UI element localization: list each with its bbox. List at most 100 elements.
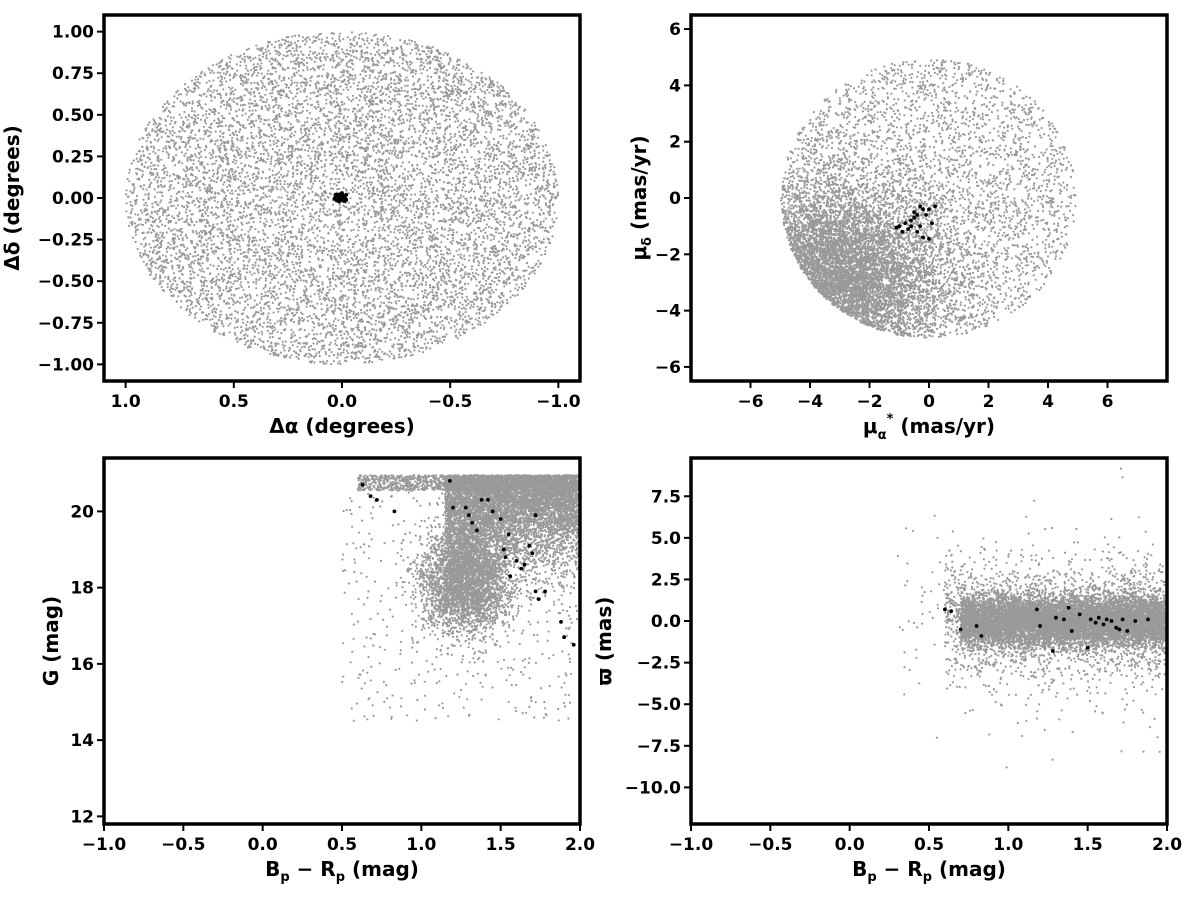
member-star-point	[448, 479, 452, 483]
y-tick-label: −5.0	[637, 695, 682, 715]
member-stars-sky	[332, 191, 349, 204]
member-star-point	[339, 196, 343, 201]
y-tick-label: −7.5	[637, 737, 681, 757]
member-star-point	[979, 634, 984, 638]
y-tick-label: 2.5	[651, 570, 681, 590]
member-star-point	[1077, 612, 1082, 617]
member-star-point	[360, 482, 365, 487]
x-tick-label: 6	[1102, 392, 1114, 412]
y-tick-label: 20	[70, 502, 94, 522]
y-tick-label: −0.25	[38, 231, 94, 251]
member-star-point	[1069, 629, 1074, 633]
member-star-point	[974, 624, 979, 628]
member-star-point	[490, 509, 495, 514]
member-star-point	[470, 520, 474, 525]
x-tick-label: 4	[1042, 392, 1054, 412]
y-tick-label: 0.0	[651, 612, 681, 632]
member-star-point	[333, 192, 338, 197]
y-tick-label: 0.25	[52, 147, 94, 167]
member-stars-cmd	[360, 479, 576, 647]
y-tick-label: 0.75	[52, 64, 94, 84]
member-star-point	[900, 229, 905, 234]
member-star-point	[1117, 627, 1122, 632]
member-star-point	[897, 224, 902, 229]
y-tick-label: 6	[669, 20, 681, 40]
member-star-point	[927, 207, 931, 212]
panel-sky-positions: 1.0 0.5 0.0 −0.5 −1.0 1.00 0.75 0.50 0.25 0.00 −0.…	[0, 13, 582, 438]
panel-proper-motion: −6 −4 −2 0 2 4 6 6 4 2 0 −2 −4 −6 μα* (mas/yr) μδ (ma…	[627, 13, 1169, 443]
member-star-point	[467, 513, 471, 518]
member-star-point	[933, 204, 937, 209]
y-tick-label: 16	[70, 655, 94, 675]
x-tick-label: 2.0	[1152, 835, 1182, 855]
y-axis-title-pm: μδ (mas/yr)	[627, 135, 655, 260]
ticks-sky: 1.0 0.5 0.0 −0.5 −1.0 1.00 0.75 0.50 0.25 0.00 −0.…	[38, 23, 581, 412]
y-tick-label: −2.5	[637, 654, 681, 674]
y-tick-label: −0.50	[38, 272, 94, 292]
y-tick-label: −10.0	[625, 778, 681, 798]
y-axis-title-parallax: ϖ (mas)	[592, 597, 616, 686]
member-star-point	[519, 566, 524, 571]
y-tick-label: −1.00	[38, 355, 94, 375]
member-star-point	[508, 574, 513, 579]
member-star-point	[506, 532, 511, 537]
member-star-point	[909, 224, 913, 229]
member-star-point	[1066, 605, 1071, 610]
member-star-point	[1146, 617, 1150, 622]
member-star-point	[1133, 619, 1138, 623]
member-star-point	[344, 192, 349, 197]
panel-parallax: −1.0 −0.5 0.0 0.5 1.0 1.5 2.0 7.5 5.0 2.5 0.0 −2.5 −…	[592, 456, 1182, 885]
y-tick-label: −6	[655, 358, 681, 378]
x-tick-label: 0.0	[835, 835, 865, 855]
member-star-point	[1062, 617, 1066, 622]
x-tick-label: 1.5	[486, 835, 516, 855]
member-star-point	[463, 505, 468, 510]
y-axis-title-cmd: G (mag)	[39, 596, 63, 686]
member-star-point	[1088, 617, 1093, 622]
x-tick-label: 2	[983, 392, 995, 412]
x-tick-label: −2	[856, 392, 882, 412]
member-star-point	[918, 204, 922, 209]
y-tick-label: 1.00	[52, 23, 94, 43]
x-tick-label: 0	[923, 392, 935, 412]
member-star-point	[571, 642, 576, 647]
field-stars-cmd	[341, 474, 580, 722]
member-star-point	[1038, 624, 1042, 628]
x-tick-label: 0.5	[327, 835, 357, 855]
member-star-point	[332, 196, 337, 201]
member-star-point	[368, 494, 373, 498]
member-star-point	[336, 199, 341, 204]
ticks-pm: −6 −4 −2 0 2 4 6 6 4 2 0 −2 −4 −6	[655, 20, 1114, 412]
field-star-points	[125, 31, 560, 366]
x-tick-label: 0.0	[327, 392, 357, 412]
y-tick-label: −0.75	[38, 314, 94, 334]
member-star-point	[921, 207, 925, 212]
member-star-point	[903, 221, 908, 226]
member-star-point	[536, 597, 541, 601]
x-tick-label: −0.5	[748, 835, 792, 855]
member-star-point	[949, 609, 954, 613]
member-star-point	[909, 218, 913, 223]
member-star-point	[533, 513, 538, 518]
member-star-point	[514, 559, 519, 563]
y-tick-label: 14	[70, 731, 94, 751]
member-star-point	[918, 224, 922, 229]
x-tick-label: 0.0	[248, 835, 278, 855]
y-tick-label: 4	[669, 76, 681, 96]
x-tick-label: 1.5	[1073, 835, 1103, 855]
member-star-point	[527, 543, 532, 548]
member-star-point	[915, 229, 919, 234]
member-star-point	[1109, 619, 1114, 623]
member-star-point	[1085, 645, 1090, 650]
member-star-point	[1054, 615, 1058, 620]
x-tick-label: 1.0	[111, 392, 141, 412]
member-star-point	[342, 196, 347, 201]
member-star-point	[906, 227, 911, 231]
member-star-point	[1125, 629, 1130, 633]
member-star-point	[894, 225, 899, 230]
member-star-point	[533, 589, 538, 594]
x-tick-label: 1.0	[406, 835, 436, 855]
member-star-point	[479, 498, 484, 502]
